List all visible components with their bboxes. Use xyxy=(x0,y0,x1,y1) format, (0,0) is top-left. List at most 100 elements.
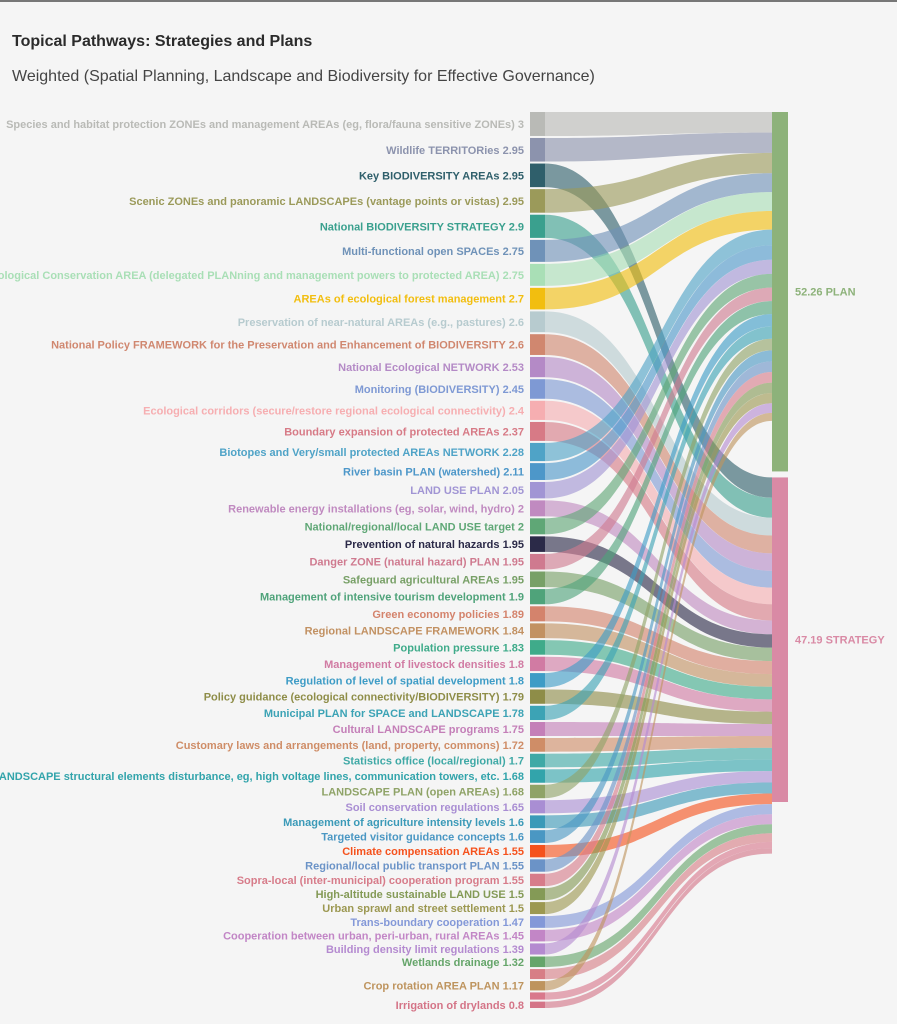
link-urban-sprawl-and-street-settlement-to-plan xyxy=(545,392,772,915)
link-biotopes-and-very-small-protected-areas-network-to-plan xyxy=(545,229,772,462)
source-label-boundary-expansion-of-protected-areas: Boundary expansion of protected AREAs 2.… xyxy=(284,426,524,438)
source-node-targeted-visitor-guidance-concepts xyxy=(530,830,545,843)
source-node-preservation-of-near-natural-areas-e-g-pastures xyxy=(530,311,545,333)
source-node-national-policy-framework-for-the-preservation-and-enhanceme xyxy=(530,334,545,355)
link-multi-functional-open-spaces-to-plan xyxy=(545,173,772,262)
link-population-pressure-to-strategy xyxy=(545,640,772,700)
source-label-prevention-of-natural-hazards: Prevention of natural hazards 1.95 xyxy=(345,539,524,551)
source-node-building-density-limit-regulations xyxy=(530,943,545,955)
source-label-danger-zone-natural-hazard-plan: Danger ZONE (natural hazard) PLAN 1.95 xyxy=(309,557,524,569)
source-node-customary-laws-and-arrangements-land-property-commons xyxy=(530,737,545,752)
link-danger-zone-natural-hazard-plan-to-plan xyxy=(545,287,772,570)
source-node-cooperation-between-urban-peri-urban-rural-areas xyxy=(530,929,545,942)
source-node-landscape-plan-open-areas xyxy=(530,784,545,799)
source-label-urban-sprawl-and-street-settlement: Urban sprawl and street settlement 1.5 xyxy=(322,903,524,915)
link-crop-rotation-area-plan-to-plan xyxy=(545,412,772,991)
source-label-scenic-zones-and-panoramic-landscapes-vantage-points-or-vist: Scenic ZONEs and panoramic LANDSCAPEs (v… xyxy=(129,196,524,208)
links xyxy=(545,112,772,1008)
source-node-crop-rotation-area-plan xyxy=(530,981,545,991)
link-scenic-zones-and-panoramic-landscapes-vantage-points-or-vist-to-plan xyxy=(545,152,772,213)
source-label-landscape-structural-elements-disturbance-eg-high-voltage-li: LANDSCAPE structural elements disturbanc… xyxy=(0,771,524,783)
link-irrigation-of-drylands-to-strategy xyxy=(545,848,772,1008)
link-high-altitude-sustainable-land-use-to-plan xyxy=(545,382,772,901)
link-national-regional-local-land-use-target-to-plan xyxy=(545,273,772,535)
source-label-customary-laws-and-arrangements-land-property-commons: Customary laws and arrangements (land, p… xyxy=(176,740,524,752)
source-label-management-of-livestock-densities: Management of livestock densities 1.8 xyxy=(324,659,524,671)
source-label-wetlands-drainage: Wetlands drainage 1.32 xyxy=(402,957,524,969)
source-node-management-of-livestock-densities xyxy=(530,656,545,672)
source-label-river-basin-plan-watershed: River basin PLAN (watershed) 2.11 xyxy=(343,467,524,479)
source-node-national-ecological-network xyxy=(530,356,545,378)
source-node-regulation-of-level-of-spatial-development xyxy=(530,673,545,688)
link-monitoring-biodiversity-to-strategy xyxy=(545,379,772,588)
source-node-regional-landscape-framework xyxy=(530,623,545,639)
source-label-soil-conservation-regulations: Soil conservation regulations 1.65 xyxy=(346,802,525,814)
link-landscape-plan-open-areas-to-plan xyxy=(545,338,772,799)
source-label-renewable-energy-installations-eg-solar-wind-hydro: Renewable energy installations (eg, sola… xyxy=(228,503,524,515)
link-unlabeled-to-strategy xyxy=(545,833,772,980)
source-nodes xyxy=(530,112,545,1008)
source-label-crop-rotation-area-plan: Crop rotation AREA PLAN 1.17 xyxy=(363,981,524,993)
source-node-landscape-structural-elements-disturbance-eg-high-voltage-li xyxy=(530,769,545,783)
source-label-land-use-plan: LAND USE PLAN 2.05 xyxy=(410,485,524,497)
source-node-soil-conservation-regulations xyxy=(530,800,545,814)
source-node-statistics-office-local-regional xyxy=(530,753,545,768)
source-label-sopra-local-inter-municipal-cooperation-program: Sopra-local (inter-municipal) cooperatio… xyxy=(237,875,524,887)
source-label-climate-compensation-areas: Climate compensation AREAs 1.55 xyxy=(342,846,524,858)
link-ecological-conservation-area-delegated-planning-and-manageme-to-plan xyxy=(545,192,772,286)
source-label-cooperation-between-urban-peri-urban-rural-areas: Cooperation between urban, peri-urban, r… xyxy=(223,931,524,943)
source-label-multi-functional-open-spaces: Multi-functional open SPACEs 2.75 xyxy=(342,246,524,258)
source-label-irrigation-of-drylands: Irrigation of drylands 0.8 xyxy=(396,1000,524,1012)
source-node-ecological-conservation-area-delegated-planning-and-manageme xyxy=(530,263,545,286)
source-label-safeguard-agricultural-areas: Safeguard agricultural AREAs 1.95 xyxy=(343,574,524,586)
source-label-species-and-habitat-protection-zones-and-management-areas-eg: Species and habitat protection ZONEs and… xyxy=(6,119,524,131)
source-node-climate-compensation-areas xyxy=(530,844,545,858)
source-node-national-regional-local-land-use-target xyxy=(530,518,545,535)
source-node-irrigation-of-drylands xyxy=(530,1001,545,1008)
link-areas-of-ecological-forest-management-to-plan xyxy=(545,211,772,310)
link-targeted-visitor-guidance-concepts-to-plan xyxy=(545,350,772,843)
source-label-landscape-plan-open-areas: LANDSCAPE PLAN (open AREAs) 1.68 xyxy=(321,786,524,798)
source-node-wildlife-territories xyxy=(530,137,545,162)
target-node-plan xyxy=(772,112,788,472)
link-management-of-intensive-tourism-development-to-plan xyxy=(545,301,772,605)
source-label-regulation-of-level-of-spatial-development: Regulation of level of spatial developme… xyxy=(286,675,524,687)
link-cultural-landscape-programs-to-strategy xyxy=(545,722,772,737)
link-national-policy-framework-for-the-preservation-and-enhanceme-to-strategy xyxy=(545,334,772,554)
source-node-municipal-plan-for-space-and-landscape xyxy=(530,705,545,721)
source-node-cultural-landscape-programs xyxy=(530,722,545,736)
source-node-unlabeled xyxy=(530,992,545,1000)
target-node-strategy xyxy=(772,477,788,802)
source-label-management-of-intensive-tourism-development: Management of intensive tourism developm… xyxy=(260,592,524,604)
source-label-national-policy-framework-for-the-preservation-and-enhanceme: National Policy FRAMEWORK for the Preser… xyxy=(51,340,524,352)
source-label-building-density-limit-regulations: Building density limit regulations 1.39 xyxy=(326,944,524,956)
source-node-green-economy-policies xyxy=(530,606,545,622)
source-node-policy-guidance-ecological-connectivity-biodiversity xyxy=(530,689,545,704)
source-label-preservation-of-near-natural-areas-e-g-pastures: Preservation of near-natural AREAs (e.g.… xyxy=(238,317,524,329)
link-river-basin-plan-watershed-to-plan xyxy=(545,245,772,480)
source-label-key-biodiversity-areas: Key BIODIVERSITY AREAs 2.95 xyxy=(359,170,524,182)
source-node-multi-functional-open-spaces xyxy=(530,239,545,262)
source-node-safeguard-agricultural-areas xyxy=(530,571,545,588)
link-unlabeled-to-strategy xyxy=(545,841,772,1000)
link-key-biodiversity-areas-to-strategy xyxy=(545,163,772,498)
source-label-ecological-conservation-area-delegated-planning-and-manageme: Ecological Conservation AREA (delegated … xyxy=(0,270,524,282)
target-label-strategy: 47.19 STRATEGY xyxy=(795,635,885,647)
source-node-key-biodiversity-areas xyxy=(530,163,545,188)
source-node-boundary-expansion-of-protected-areas xyxy=(530,421,545,441)
link-municipal-plan-for-space-and-landscape-to-plan xyxy=(545,326,772,721)
link-landscape-structural-elements-disturbance-eg-high-voltage-li-to-strategy xyxy=(545,759,772,783)
link-statistics-office-local-regional-to-strategy xyxy=(545,747,772,768)
source-node-management-of-intensive-tourism-development xyxy=(530,589,545,605)
source-node-sopra-local-inter-municipal-cooperation-program xyxy=(530,873,545,887)
link-wildlife-territories-to-plan xyxy=(545,132,772,162)
source-node-population-pressure xyxy=(530,640,545,655)
link-regulation-of-level-of-spatial-development-to-plan xyxy=(545,314,772,688)
link-species-and-habitat-protection-zones-and-management-areas-eg-to-plan xyxy=(545,112,772,136)
source-label-areas-of-ecological-forest-management: AREAs of ecological forest management 2.… xyxy=(294,294,524,306)
link-land-use-plan-to-plan xyxy=(545,259,772,499)
source-label-green-economy-policies: Green economy policies 1.89 xyxy=(372,609,524,621)
source-node-land-use-plan xyxy=(530,481,545,499)
source-label-ecological-corridors-secure-restore-regional-ecological-conn: Ecological corridors (secure/restore reg… xyxy=(143,405,525,417)
source-node-high-altitude-sustainable-land-use xyxy=(530,888,545,901)
